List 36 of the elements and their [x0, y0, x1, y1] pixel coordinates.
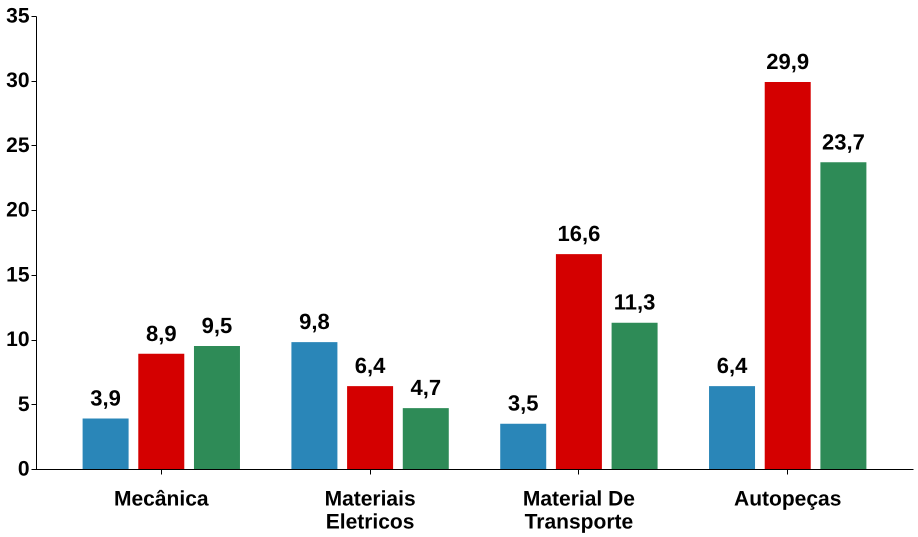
bar [764, 82, 811, 469]
bar [402, 408, 449, 469]
y-tick-label: 10 [6, 328, 30, 352]
bar [138, 354, 184, 469]
y-tick-label: 5 [18, 392, 30, 416]
data-label: 29,9 [766, 49, 810, 74]
data-label: 3,5 [508, 390, 539, 416]
bar [709, 386, 756, 469]
data-label: 4,7 [410, 375, 442, 400]
bar [556, 254, 602, 469]
bar [82, 418, 129, 469]
x-tick-label: Materiais Eletricos [324, 488, 416, 534]
bar [347, 386, 394, 469]
bar [291, 342, 338, 469]
y-tick-label: 30 [6, 69, 30, 92]
y-tick-label: 15 [6, 263, 30, 286]
y-tick-label: 20 [6, 198, 30, 222]
data-label: 16,6 [557, 221, 600, 246]
x-tick-label: Autopeças [734, 488, 842, 510]
data-label: 11,3 [614, 290, 656, 315]
data-label: 6,4 [716, 353, 748, 378]
data-label: 9,8 [299, 309, 330, 334]
data-label: 23,7 [822, 129, 865, 154]
x-tick-label: Mecânica [114, 488, 209, 510]
y-tick-label: 35 [6, 4, 30, 28]
data-label: 6,4 [354, 353, 386, 378]
data-label: 8,9 [146, 320, 177, 346]
bar [500, 424, 546, 469]
y-tick-label: 0 [18, 458, 30, 480]
x-tick-label: Material De Transporte [522, 488, 635, 534]
y-tick-label: 25 [6, 134, 30, 157]
bar [194, 346, 240, 469]
bar [820, 162, 866, 469]
data-label: 3,9 [90, 386, 121, 411]
bar [612, 322, 658, 469]
data-label: 9,5 [202, 313, 232, 338]
